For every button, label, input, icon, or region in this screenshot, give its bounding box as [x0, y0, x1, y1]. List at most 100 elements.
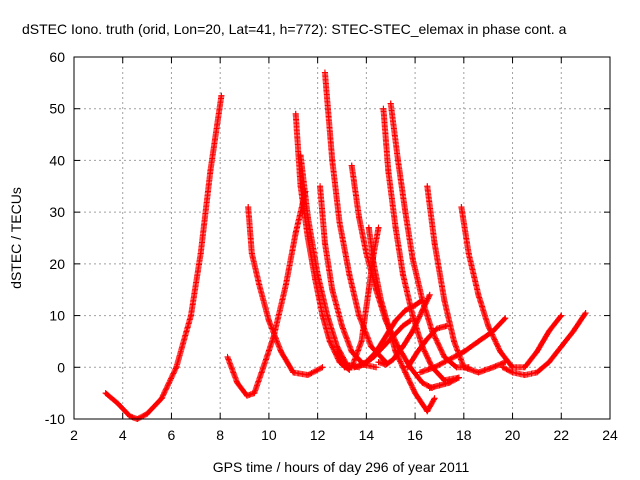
x-axis-title: GPS time / hours of day 296 of year 2011 [213, 459, 470, 475]
data-point [385, 167, 392, 174]
data-point [455, 374, 462, 381]
data-point [158, 395, 165, 402]
y-tick-label: 30 [49, 204, 65, 220]
data-point [419, 297, 426, 304]
data-point [392, 224, 399, 231]
x-tick-label: 12 [310, 427, 326, 443]
data-point [377, 297, 384, 304]
data-point [197, 250, 204, 257]
x-tick-label: 22 [553, 427, 569, 443]
data-point [248, 250, 255, 257]
data-point [497, 348, 504, 355]
data-point [441, 353, 448, 360]
y-tick-label: 20 [49, 256, 65, 272]
data-point [258, 369, 265, 376]
data-point [144, 410, 151, 417]
x-tick-label: 14 [359, 427, 375, 443]
data-point [446, 379, 453, 386]
data-point [392, 317, 399, 324]
data-point [521, 364, 528, 371]
data-point [356, 214, 363, 221]
series-3 [245, 203, 326, 379]
data-point [251, 390, 258, 397]
data-point [546, 328, 553, 335]
data-point [387, 100, 394, 107]
data-point [424, 183, 431, 190]
data-point [363, 250, 370, 257]
data-point [207, 167, 214, 174]
data-point [360, 361, 367, 368]
data-point [245, 203, 252, 210]
data-point [321, 240, 328, 247]
data-point [426, 384, 433, 391]
data-point [431, 395, 438, 402]
x-tick-label: 8 [216, 427, 224, 443]
data-point [582, 309, 589, 316]
data-point [341, 364, 348, 371]
data-point [292, 229, 299, 236]
x-tick-label: 24 [602, 427, 618, 443]
data-point [297, 183, 304, 190]
data-point [509, 369, 516, 376]
data-point [465, 250, 472, 257]
data-point [380, 343, 387, 350]
data-point [114, 400, 121, 407]
data-point [368, 343, 375, 350]
data-point [443, 322, 450, 329]
data-point [533, 348, 540, 355]
data-point [475, 338, 482, 345]
data-point [265, 317, 272, 324]
data-point [256, 281, 263, 288]
data-point [102, 390, 109, 397]
data-point [409, 312, 416, 319]
series-21 [426, 374, 462, 391]
data-point [234, 379, 241, 386]
data-point [399, 322, 406, 329]
data-point [326, 338, 333, 345]
series-16 [404, 322, 450, 371]
y-tick-label: 50 [49, 101, 65, 117]
data-point [365, 286, 372, 293]
y-tick-label: 60 [49, 49, 65, 65]
data-point [127, 413, 134, 420]
x-tick-label: 2 [70, 427, 78, 443]
data-point [348, 162, 355, 169]
data-point [339, 322, 345, 329]
data-point [348, 348, 355, 355]
data-point [290, 369, 297, 376]
series-18 [458, 203, 565, 371]
data-point [304, 372, 311, 379]
data-point [460, 348, 467, 355]
data-point [297, 152, 304, 159]
data-point [404, 364, 411, 371]
data-point [441, 297, 448, 304]
data-point [499, 364, 506, 371]
data-point [329, 157, 336, 164]
data-point [407, 317, 414, 324]
data-point [533, 369, 540, 376]
data-point [424, 335, 431, 342]
y-tick-label: -10 [45, 411, 65, 427]
data-point [558, 343, 565, 350]
data-point [431, 364, 438, 371]
data-point [351, 364, 358, 371]
data-point [446, 356, 453, 363]
data-point [436, 382, 443, 389]
data-point [292, 110, 299, 117]
data-point [475, 291, 482, 298]
data-point [319, 364, 326, 371]
data-point [424, 408, 431, 415]
data-point [412, 302, 419, 309]
data-point [329, 286, 336, 293]
data-point [314, 271, 321, 278]
data-point [365, 224, 372, 231]
data-point [382, 361, 389, 368]
data-point [475, 369, 482, 376]
data-point [434, 325, 441, 332]
data-point [336, 219, 343, 226]
data-point [304, 214, 311, 221]
data-point [490, 328, 497, 335]
data-point [218, 92, 225, 99]
